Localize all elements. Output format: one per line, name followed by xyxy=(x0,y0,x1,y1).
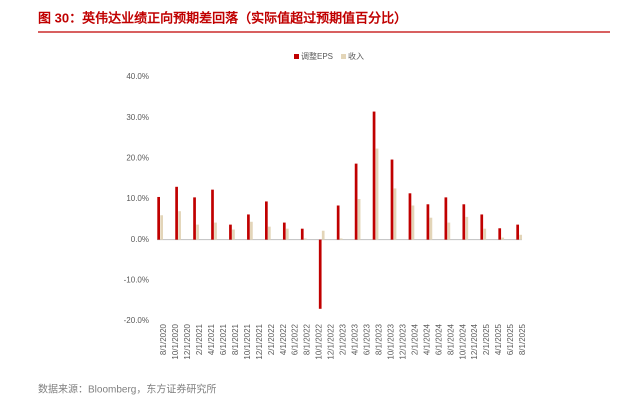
y-tick-label: -20.0% xyxy=(124,316,149,325)
bar xyxy=(336,205,340,240)
bar xyxy=(265,201,268,240)
x-tick-label: 4/1/2025 xyxy=(494,323,503,355)
bar xyxy=(247,214,250,240)
x-tick-label: 12/1/2020 xyxy=(183,323,192,359)
x-tick-label: 2/1/2025 xyxy=(482,323,491,355)
bar xyxy=(390,159,394,240)
legend-label: 收入 xyxy=(348,51,364,61)
x-tick-label: 10/1/2024 xyxy=(458,323,467,359)
bar xyxy=(429,217,433,240)
bar xyxy=(318,239,322,309)
bar xyxy=(447,222,451,240)
x-tick-label: 4/1/2021 xyxy=(207,323,216,355)
bar xyxy=(268,226,271,240)
bar xyxy=(214,222,217,240)
x-tick-label: 12/1/2021 xyxy=(255,323,264,359)
bar xyxy=(465,216,469,240)
bar xyxy=(229,224,232,240)
bar xyxy=(498,228,502,240)
x-tick-label: 4/1/2022 xyxy=(279,323,288,355)
y-tick-label: 10.0% xyxy=(126,194,149,203)
x-tick-label: 12/1/2023 xyxy=(398,323,407,359)
bar xyxy=(321,230,325,240)
bar xyxy=(483,228,487,240)
y-tick-label: -10.0% xyxy=(124,275,149,284)
x-tick-label: 4/1/2023 xyxy=(351,323,360,355)
bar xyxy=(300,228,304,240)
bar xyxy=(157,196,160,240)
bar xyxy=(426,204,430,240)
x-tick-label: 6/1/2025 xyxy=(506,323,515,355)
y-tick-label: 0.0% xyxy=(131,235,149,244)
x-tick-label: 8/1/2023 xyxy=(375,323,384,355)
bar xyxy=(519,234,523,240)
bar xyxy=(232,229,235,240)
x-tick-label: 6/1/2023 xyxy=(363,323,372,355)
x-tick-label: 10/1/2023 xyxy=(386,323,395,359)
x-tick-label: 8/1/2024 xyxy=(446,323,455,355)
bar xyxy=(516,224,520,240)
bar xyxy=(393,188,397,240)
bar xyxy=(250,221,253,240)
x-tick-label: 2/1/2023 xyxy=(339,323,348,355)
bar xyxy=(354,163,358,240)
chart-title: 图 30：英伟达业绩正向预期差回落（实际值超过预期值百分比） xyxy=(38,10,407,25)
x-tick-label: 6/1/2022 xyxy=(291,323,300,355)
legend-label: 调整EPS xyxy=(301,51,333,61)
x-tick-label: 12/1/2022 xyxy=(327,323,336,359)
bar xyxy=(372,111,376,240)
bar xyxy=(193,197,196,240)
x-tick-label: 10/1/2021 xyxy=(243,323,252,359)
x-tick-label: 2/1/2022 xyxy=(267,323,276,355)
x-tick-label: 8/1/2021 xyxy=(231,323,240,355)
x-tick-label: 10/1/2022 xyxy=(315,323,324,359)
bar xyxy=(211,189,214,240)
source-note: 数据来源：Bloomberg，东方证券研究所 xyxy=(38,383,216,396)
bar xyxy=(282,222,286,240)
bar xyxy=(411,205,415,240)
x-tick-label: 8/1/2025 xyxy=(518,323,527,355)
bar xyxy=(339,238,343,240)
legend-swatch xyxy=(341,54,347,59)
x-tick-label: 10/1/2020 xyxy=(171,323,180,359)
x-tick-label: 8/1/2022 xyxy=(303,323,312,355)
y-tick-label: 30.0% xyxy=(126,113,149,122)
x-tick-label: 2/1/2024 xyxy=(410,323,419,355)
bar xyxy=(196,224,199,240)
x-tick-label: 12/1/2024 xyxy=(470,323,479,359)
bar xyxy=(480,214,484,240)
legend-swatch xyxy=(294,54,299,59)
bar xyxy=(160,215,163,240)
bar xyxy=(357,199,361,240)
bar xyxy=(501,237,505,240)
bar xyxy=(303,238,307,240)
x-tick-label: 4/1/2024 xyxy=(422,323,431,355)
bar xyxy=(462,204,466,240)
bar xyxy=(444,197,448,240)
bar xyxy=(178,211,181,240)
y-tick-label: 20.0% xyxy=(126,153,149,162)
x-tick-label: 6/1/2021 xyxy=(219,323,228,355)
bar xyxy=(408,193,412,240)
x-tick-label: 2/1/2021 xyxy=(195,323,204,355)
bar xyxy=(375,148,379,240)
bar xyxy=(175,186,178,240)
x-tick-label: 6/1/2024 xyxy=(434,323,443,355)
y-tick-label: 40.0% xyxy=(126,72,149,81)
x-tick-label: 8/1/2020 xyxy=(159,323,168,355)
bar xyxy=(285,228,289,240)
